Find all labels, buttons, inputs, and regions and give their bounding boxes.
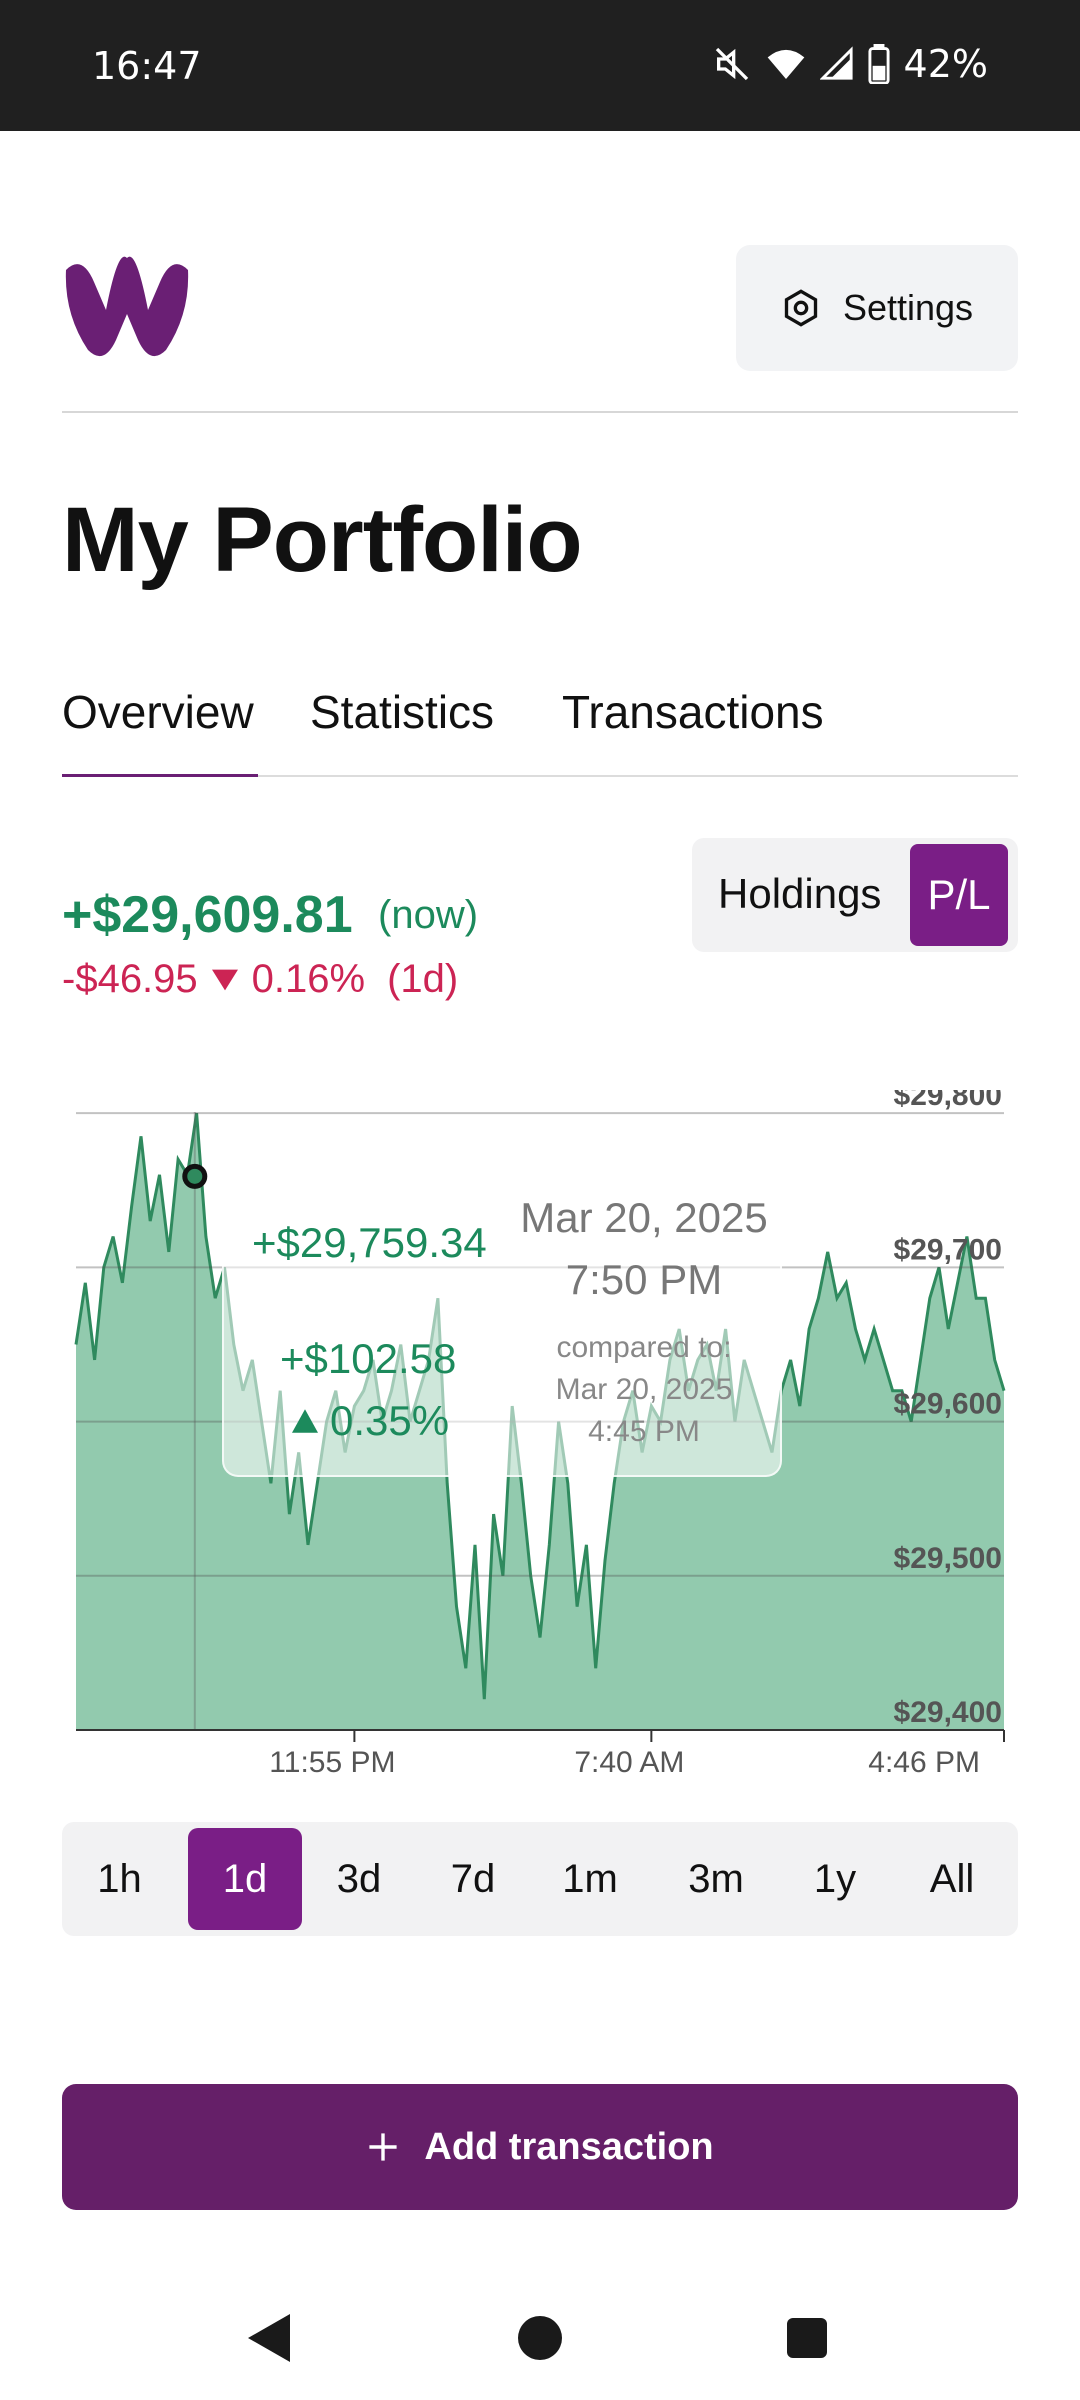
add-transaction-button[interactable]: Add transaction bbox=[62, 2084, 1018, 2210]
settings-label: Settings bbox=[842, 287, 974, 328]
chart-area-fill bbox=[76, 1113, 1004, 1730]
chart-x-tick-label: 7:40 AM bbox=[574, 1746, 684, 1779]
status-icons: 42% bbox=[712, 42, 988, 86]
daily-change: -$46.95 0.16% (1d) bbox=[62, 957, 458, 1002]
tooltip-percent: 0.35% bbox=[330, 1397, 450, 1444]
timeframe-1y[interactable]: 1y bbox=[813, 1856, 857, 1901]
down-triangle-icon bbox=[211, 969, 238, 990]
system-nav-bar bbox=[248, 2314, 827, 2362]
tooltip-value: +$29,759.34 bbox=[252, 1219, 487, 1266]
timeframe-1h[interactable]: 1h bbox=[97, 1856, 142, 1901]
timeframe-1d[interactable]: 1d bbox=[188, 1828, 302, 1930]
header-divider bbox=[62, 411, 1018, 413]
timeframe-7d[interactable]: 7d bbox=[450, 1856, 496, 1901]
tooltip-compared-date: Mar 20, 2025 bbox=[555, 1373, 733, 1406]
tab-bar: Overview Statistics Transactions bbox=[62, 685, 1018, 777]
pl-toggle-button[interactable]: P/L bbox=[910, 844, 1008, 946]
timeframe-all[interactable]: All bbox=[929, 1856, 975, 1901]
chart-y-tick-label: $29,600 bbox=[894, 1388, 1002, 1421]
tooltip-compared-time: 4:45 PM bbox=[588, 1415, 700, 1448]
tooltip-percent-row: 0.35% bbox=[292, 1397, 449, 1445]
chart-y-tick-label: $29,700 bbox=[894, 1233, 1002, 1266]
holdings-toggle-button[interactable]: Holdings bbox=[718, 870, 882, 917]
tooltip-time: 7:50 PM bbox=[565, 1256, 723, 1303]
tab-transactions[interactable]: Transactions bbox=[562, 686, 824, 738]
chart-y-tick-label: $29,500 bbox=[894, 1542, 1002, 1575]
timeframe-1m[interactable]: 1m bbox=[562, 1856, 618, 1901]
tooltip-compare: compared to: Mar 20, 2025 4:45 PM bbox=[514, 1327, 774, 1453]
chart-x-tick-label: 4:46 PM bbox=[868, 1746, 980, 1779]
app-logo bbox=[65, 256, 189, 357]
status-time: 16:47 bbox=[92, 44, 202, 88]
chart-tooltip: +$29,759.34 +$102.58 0.35% Mar 20, 2025 … bbox=[222, 1157, 782, 1477]
timeframe-selector: 1h 1d 3d 7d 1m 3m 1y All bbox=[62, 1822, 1018, 1936]
active-tab-indicator bbox=[62, 774, 258, 777]
up-triangle-icon bbox=[292, 1409, 318, 1433]
mute-icon bbox=[715, 47, 748, 81]
timeframe-3m[interactable]: 3m bbox=[688, 1856, 744, 1901]
tooltip-delta: +$102.58 bbox=[280, 1335, 457, 1382]
plus-icon bbox=[369, 2133, 397, 2161]
tab-statistics[interactable]: Statistics bbox=[310, 686, 495, 738]
signal-icon bbox=[819, 46, 853, 80]
chart-y-tick-label: $29,800 bbox=[894, 1090, 1002, 1112]
wifi-icon bbox=[767, 49, 804, 79]
add-transaction-label: Add transaction bbox=[424, 2125, 714, 2168]
battery-icon bbox=[867, 44, 890, 84]
tooltip-datetime: Mar 20, 2025 7:50 PM bbox=[514, 1187, 774, 1311]
settings-hex-icon bbox=[784, 289, 818, 327]
portfolio-value: +$29,609.81 bbox=[62, 886, 353, 944]
page-title: My Portfolio bbox=[62, 489, 583, 591]
chart-y-tick-label: $29,400 bbox=[894, 1696, 1002, 1729]
view-toggle: Holdings P/L bbox=[692, 838, 1018, 952]
change-amount: -$46.95 bbox=[62, 957, 198, 1001]
portfolio-value-suffix: (now) bbox=[378, 893, 479, 937]
home-icon[interactable] bbox=[518, 2316, 562, 2360]
change-period: (1d) bbox=[387, 957, 459, 1001]
back-icon[interactable] bbox=[248, 2314, 290, 2362]
timeframe-3d[interactable]: 3d bbox=[336, 1856, 382, 1901]
change-percent: 0.16% bbox=[251, 957, 366, 1001]
status-bar: 16:47 42% bbox=[0, 0, 1080, 131]
battery-percent: 42% bbox=[903, 42, 988, 86]
settings-button[interactable]: Settings bbox=[736, 245, 1018, 371]
recents-icon[interactable] bbox=[787, 2318, 827, 2358]
tooltip-date: Mar 20, 2025 bbox=[520, 1194, 768, 1241]
tab-overview[interactable]: Overview bbox=[62, 686, 254, 738]
chart-hover-point bbox=[182, 1163, 208, 1189]
tooltip-compared-label: compared to: bbox=[556, 1331, 732, 1364]
chart-x-tick-label: 11:55 PM bbox=[269, 1746, 395, 1779]
